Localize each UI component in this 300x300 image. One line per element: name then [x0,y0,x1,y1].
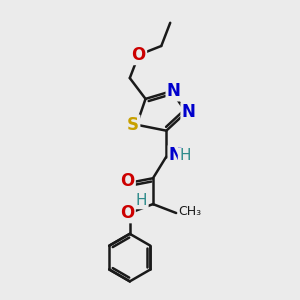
Text: H: H [179,148,190,164]
Text: S: S [127,116,139,134]
Text: H: H [136,193,147,208]
Text: O: O [132,46,146,64]
Text: CH₃: CH₃ [178,205,202,218]
Text: O: O [120,204,134,222]
Text: N: N [182,103,196,121]
Text: N: N [167,82,181,100]
Text: O: O [120,172,134,190]
Text: N: N [169,146,183,164]
